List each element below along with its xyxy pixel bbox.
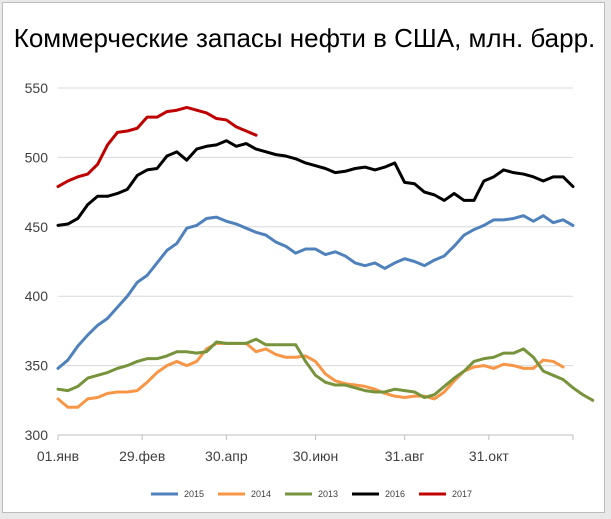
legend-label-2014: 2014	[251, 489, 271, 499]
x-tick-label: 30.июн	[293, 448, 339, 464]
x-tick-label: 31.авг	[385, 448, 425, 464]
legend-label-2013: 2013	[318, 489, 338, 499]
y-axis: 300 350 400 450 500 550	[25, 80, 49, 443]
x-axis: 01.янв 29.фев 30.апр 30.июн 31.авг 31.окт	[37, 434, 574, 464]
series-lines	[56, 105, 595, 409]
series-line-2014	[56, 341, 565, 409]
chart-frame: Коммерческие запасы нефти в США, млн. ба…	[2, 2, 605, 513]
legend: 2015 2014 2013 2016 2017	[151, 489, 472, 499]
series-line-2017	[56, 105, 258, 189]
x-tick-label: 01.янв	[37, 448, 79, 464]
x-tick-label: 30.апр	[205, 448, 248, 464]
x-tick-label: 31.окт	[469, 448, 510, 464]
y-tick-label: 350	[25, 358, 49, 374]
y-tick-label: 500	[25, 149, 49, 165]
y-tick-label: 450	[25, 219, 49, 235]
series-line-2015	[56, 214, 575, 370]
series-line-2016	[56, 139, 575, 227]
legend-label-2016: 2016	[385, 489, 405, 499]
y-tick-label: 400	[25, 288, 49, 304]
series-line-2013	[56, 337, 595, 402]
grid-lines	[58, 87, 573, 436]
y-tick-label: 300	[25, 427, 49, 443]
legend-label-2015: 2015	[184, 489, 204, 499]
x-tick-label: 29.фев	[119, 448, 165, 464]
y-tick-label: 550	[25, 80, 49, 96]
legend-label-2017: 2017	[452, 489, 472, 499]
chart-title: Коммерческие запасы нефти в США, млн. ба…	[13, 23, 596, 53]
chart-plot-area: 300 350 400 450 500 550 01.янв 29.фев 30.апр 30.…	[25, 80, 595, 499]
